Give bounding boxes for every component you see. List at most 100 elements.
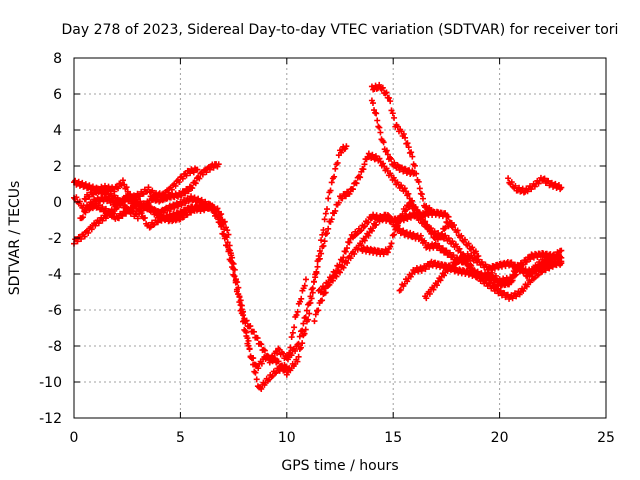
data-point bbox=[346, 239, 353, 246]
data-point bbox=[329, 277, 336, 284]
data-point bbox=[294, 308, 301, 315]
data-point bbox=[123, 184, 130, 191]
data-point bbox=[178, 192, 185, 199]
data-point bbox=[114, 202, 121, 209]
data-point bbox=[509, 277, 516, 284]
data-point bbox=[266, 359, 273, 366]
data-point bbox=[405, 190, 412, 197]
data-point bbox=[438, 234, 445, 241]
data-point bbox=[468, 252, 475, 259]
data-point bbox=[335, 199, 342, 206]
data-point bbox=[375, 123, 382, 130]
data-point bbox=[258, 385, 265, 392]
data-point bbox=[343, 143, 350, 150]
data-point bbox=[407, 273, 414, 280]
data-point bbox=[365, 219, 372, 226]
data-point bbox=[345, 189, 352, 196]
data-point bbox=[105, 195, 112, 202]
data-point bbox=[126, 208, 133, 215]
data-point bbox=[405, 203, 412, 210]
data-point bbox=[218, 211, 225, 218]
data-point bbox=[376, 124, 383, 131]
data-point bbox=[189, 185, 196, 192]
data-point bbox=[164, 207, 171, 214]
data-point bbox=[357, 174, 364, 181]
data-point bbox=[558, 184, 565, 191]
data-point bbox=[485, 272, 492, 279]
data-point bbox=[450, 252, 457, 259]
data-point bbox=[558, 247, 565, 254]
data-point bbox=[322, 231, 329, 238]
data-point bbox=[325, 195, 332, 202]
data-point bbox=[121, 209, 128, 216]
data-point bbox=[468, 262, 475, 269]
data-point bbox=[516, 184, 523, 191]
y-tick-label: -10 bbox=[39, 375, 62, 391]
y-tick-label: 2 bbox=[53, 159, 62, 175]
data-point bbox=[404, 140, 411, 147]
data-point bbox=[297, 328, 304, 335]
data-point bbox=[397, 286, 404, 293]
data-point bbox=[361, 223, 368, 230]
data-point bbox=[313, 270, 320, 277]
series-track-7 bbox=[358, 199, 482, 260]
data-point bbox=[115, 215, 122, 222]
data-point bbox=[530, 268, 537, 275]
data-point bbox=[422, 266, 429, 273]
data-point bbox=[110, 210, 117, 217]
data-point bbox=[423, 295, 430, 302]
data-point bbox=[343, 245, 350, 252]
data-point bbox=[258, 341, 265, 348]
data-point bbox=[322, 210, 329, 217]
data-point bbox=[495, 264, 502, 271]
data-point bbox=[226, 242, 233, 249]
data-point bbox=[302, 314, 309, 321]
data-point bbox=[391, 114, 398, 121]
data-point bbox=[451, 222, 457, 229]
data-point bbox=[515, 263, 522, 270]
data-point bbox=[369, 225, 376, 232]
data-point bbox=[254, 335, 261, 342]
data-point bbox=[369, 100, 376, 107]
data-point bbox=[224, 227, 231, 234]
data-point bbox=[511, 261, 518, 268]
data-point bbox=[246, 345, 253, 352]
y-tick-label: -2 bbox=[48, 231, 62, 247]
data-point bbox=[437, 277, 444, 284]
data-point bbox=[327, 187, 334, 194]
y-axis-label: SDTVAR / TECUs bbox=[7, 181, 23, 296]
data-point bbox=[206, 166, 213, 173]
data-point bbox=[318, 237, 325, 244]
data-point bbox=[134, 215, 141, 222]
data-point bbox=[250, 355, 257, 362]
data-point bbox=[522, 257, 529, 264]
data-point bbox=[118, 200, 125, 207]
data-point bbox=[78, 235, 85, 242]
x-tick-label: 0 bbox=[70, 430, 79, 446]
data-point bbox=[445, 213, 452, 220]
data-point bbox=[300, 320, 307, 327]
data-layer bbox=[71, 81, 565, 392]
data-point bbox=[302, 326, 309, 333]
data-point bbox=[509, 295, 516, 302]
data-point bbox=[407, 229, 414, 236]
data-point bbox=[385, 213, 392, 220]
x-tick-label: 25 bbox=[597, 430, 615, 446]
data-point bbox=[85, 229, 92, 236]
data-point bbox=[196, 175, 203, 182]
data-point bbox=[328, 179, 335, 186]
data-point bbox=[337, 269, 343, 276]
data-point bbox=[430, 286, 437, 293]
series-track-8 bbox=[368, 81, 435, 214]
data-point bbox=[310, 278, 317, 285]
data-point bbox=[380, 139, 387, 146]
data-point bbox=[388, 217, 395, 224]
data-point bbox=[325, 225, 332, 232]
data-point bbox=[445, 235, 452, 242]
data-point bbox=[89, 183, 96, 190]
data-point bbox=[111, 188, 118, 195]
data-point bbox=[383, 89, 390, 96]
data-point bbox=[379, 84, 386, 91]
data-point bbox=[415, 209, 422, 216]
data-point bbox=[408, 149, 415, 156]
